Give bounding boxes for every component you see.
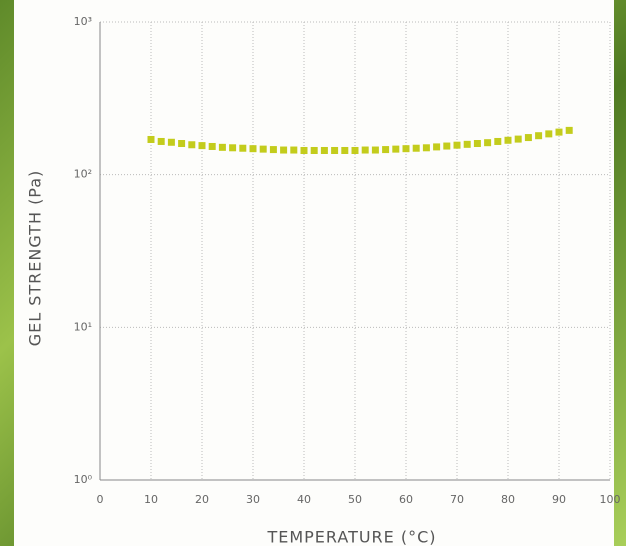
point xyxy=(504,136,512,144)
point xyxy=(239,144,247,152)
point xyxy=(361,146,369,154)
x-tick-label: 80 xyxy=(501,493,515,506)
point xyxy=(545,130,553,138)
x-axis-title: TEMPERATURE (°C) xyxy=(266,528,436,546)
x-tick-label: 60 xyxy=(399,493,413,506)
point xyxy=(371,146,379,154)
point xyxy=(402,145,410,153)
point xyxy=(249,145,257,153)
point xyxy=(514,135,522,143)
y-tick-label: 10⁰ xyxy=(74,473,93,486)
point xyxy=(147,135,155,143)
point xyxy=(188,141,196,149)
point xyxy=(290,146,298,154)
x-tick-label: 40 xyxy=(297,493,311,506)
x-tick-label: 70 xyxy=(450,493,464,506)
point xyxy=(555,128,563,136)
point xyxy=(218,143,226,151)
x-tick-label: 30 xyxy=(246,493,260,506)
point xyxy=(310,146,318,154)
point xyxy=(351,146,359,154)
y-tick-label: 10² xyxy=(74,168,92,181)
point xyxy=(443,142,451,150)
point xyxy=(524,134,532,142)
x-tick-label: 50 xyxy=(348,493,362,506)
point xyxy=(422,144,430,152)
point xyxy=(392,145,400,153)
point xyxy=(565,126,573,134)
panel xyxy=(14,0,614,546)
point xyxy=(433,143,441,151)
point xyxy=(198,142,206,150)
x-tick-label: 90 xyxy=(552,493,566,506)
point xyxy=(208,142,216,150)
point xyxy=(494,137,502,145)
y-axis-title: GEL STRENGTH (Pa) xyxy=(26,170,45,347)
point xyxy=(157,137,165,145)
point xyxy=(535,132,543,140)
point xyxy=(473,140,481,148)
point xyxy=(229,144,237,152)
point xyxy=(341,146,349,154)
point xyxy=(178,140,186,148)
x-tick-label: 100 xyxy=(600,493,621,506)
point xyxy=(167,138,175,146)
point xyxy=(463,140,471,148)
y-tick-label: 10³ xyxy=(74,15,92,28)
point xyxy=(280,146,288,154)
point xyxy=(484,139,492,147)
x-tick-label: 10 xyxy=(144,493,158,506)
point xyxy=(331,146,339,154)
point xyxy=(269,146,277,154)
point xyxy=(453,141,461,149)
y-tick-label: 10¹ xyxy=(74,320,92,333)
x-tick-label: 0 xyxy=(97,493,104,506)
point xyxy=(412,144,420,152)
point xyxy=(300,146,308,154)
point xyxy=(382,146,390,154)
point xyxy=(320,146,328,154)
x-tick-label: 20 xyxy=(195,493,209,506)
point xyxy=(259,145,267,153)
